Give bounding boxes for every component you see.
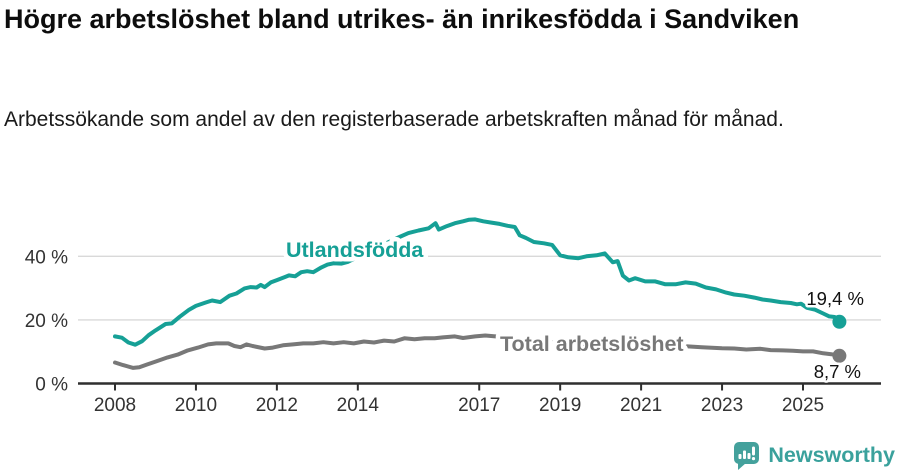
y-axis-tick-label: 0 % bbox=[35, 375, 68, 396]
end-value-utlandsfodda: 19,4 % bbox=[806, 288, 864, 309]
x-axis-tick-label: 2010 bbox=[175, 395, 217, 416]
chart-title: Högre arbetslöshet bland utrikes- än inr… bbox=[4, 4, 800, 34]
series-line-0 bbox=[113, 217, 842, 347]
x-axis-tick-label: 2021 bbox=[620, 395, 662, 416]
newsworthy-chart-bubble-icon bbox=[734, 442, 760, 470]
grid-layer: 0 % 20 % 40 % 2008 2010 2012 2014 2017 2019 2021 2… bbox=[25, 247, 881, 416]
x-axis-tick-label: 2025 bbox=[782, 395, 824, 416]
x-axis-tick-label: 2017 bbox=[458, 395, 500, 416]
x-axis-tick-label: 2019 bbox=[539, 395, 581, 416]
x-axis-tick-label: 2008 bbox=[94, 395, 136, 416]
x-axis-tick-label: 2023 bbox=[701, 395, 743, 416]
series-label-utlandsfodda: Utlandsfödda bbox=[286, 238, 424, 262]
series-end-dot-0 bbox=[832, 314, 847, 329]
x-axis-tick-label: 2012 bbox=[256, 395, 298, 416]
chart-subtitle: Arbetssökande som andel av den registerb… bbox=[4, 108, 784, 131]
brand-footer: Newsworthy bbox=[733, 441, 895, 470]
series-label-total-arbetsloshet: Total arbetslöshet bbox=[500, 332, 684, 356]
x-axis-tick-label: 2014 bbox=[337, 395, 380, 416]
series-line-1 bbox=[113, 333, 842, 370]
end-value-total-arbetsloshet: 8,7 % bbox=[814, 361, 861, 382]
brand-name: Newsworthy bbox=[768, 443, 895, 467]
y-axis-tick-label: 20 % bbox=[25, 311, 68, 332]
series-layer bbox=[113, 217, 847, 370]
y-axis-tick-label: 40 % bbox=[25, 247, 68, 268]
series-end-dot-1 bbox=[832, 348, 847, 363]
